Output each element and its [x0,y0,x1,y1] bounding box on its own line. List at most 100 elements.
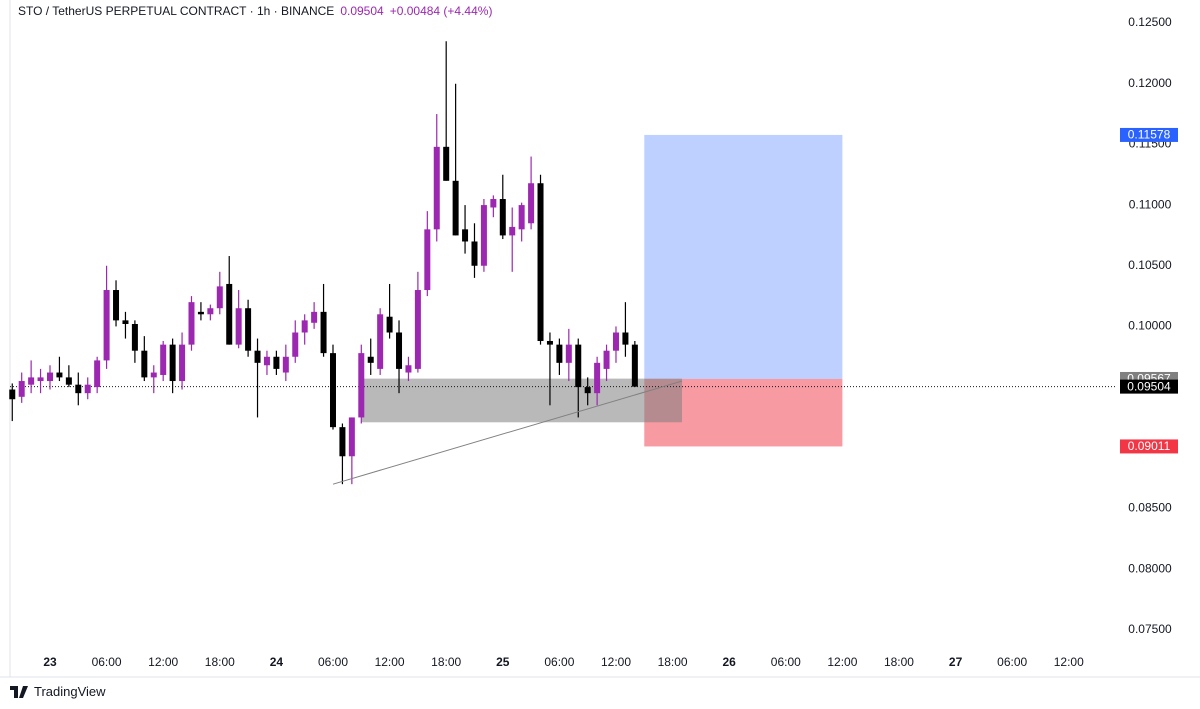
candle-body [594,362,601,394]
candle-body [424,229,431,291]
x-tick-label: 27 [949,655,963,669]
candle-body [103,290,110,361]
target-zone [644,134,843,379]
y-tick-label: 0.12500 [1128,15,1172,29]
brand-name: TradingView [34,684,106,699]
candle-body [254,350,261,363]
symbol-title: STO / TetherUS PERPETUAL CONTRACT · 1h ·… [18,4,335,18]
candle-body [18,381,25,397]
stop-price-label-bg [1120,439,1178,454]
candle-body [75,384,82,394]
candle-body [311,311,318,323]
candle-body [471,241,478,266]
candle-body [443,146,450,181]
candle-body [339,427,346,457]
x-tick-label: 06:00 [318,655,348,669]
y-tick-label: 0.12000 [1128,76,1172,90]
candle-body [462,229,469,242]
candle-body [622,332,629,345]
candle-body [433,146,440,230]
candle-body [358,353,365,418]
x-tick-label: 12:00 [148,655,178,669]
candle-body [292,332,299,357]
candle-body [84,384,91,394]
x-tick-label: 18:00 [431,655,461,669]
candle-body [499,199,506,236]
candle-body [216,286,223,309]
price-change: +0.00484 (+4.44%) [389,4,493,18]
candle-body [556,344,563,363]
y-tick-label: 0.10500 [1128,258,1172,272]
header: STO / TetherUS PERPETUAL CONTRACT · 1h ·… [18,4,492,18]
x-tick-label: 06:00 [92,655,122,669]
candle-body [301,320,308,333]
candle-body [386,316,393,333]
candle-body [367,356,374,363]
x-tick-label: 12:00 [1054,655,1084,669]
y-tick-label: 0.07500 [1128,622,1172,636]
candle-body [584,387,591,394]
x-tick-label: 06:00 [544,655,574,669]
candle-body [160,344,167,375]
candle-body [150,372,157,378]
candle-body [329,353,336,428]
candle-body [46,372,53,382]
candle-body [113,290,120,321]
candle-body [348,417,355,457]
y-tick-label: 0.11000 [1129,197,1172,211]
brand: TradingView [10,684,106,699]
candle-body [179,344,186,382]
x-tick-label: 06:00 [771,655,801,669]
candle-body [396,332,403,369]
x-tick-label: 06:00 [997,655,1027,669]
stop-price-label: 0.09011 [1128,439,1171,453]
candle-body [226,283,233,345]
candle-body [603,350,610,369]
trendline [332,380,683,485]
y-tick-label: 0.08000 [1128,561,1172,575]
x-tick-label: 12:00 [601,655,631,669]
x-tick-label: 18:00 [658,655,688,669]
target-price-label: 0.11578 [1128,128,1171,142]
candle-body [575,344,582,388]
candle-body [273,356,280,369]
candle-body [320,311,327,354]
candle-body [509,226,516,236]
candle-body [452,180,459,236]
x-tick-label: 26 [723,655,737,669]
candle-body [65,377,72,385]
x-tick-label: 12:00 [827,655,857,669]
candle-body [141,350,148,378]
candle-body [405,365,412,373]
candle-body [537,183,544,341]
x-tick-label: 25 [496,655,510,669]
candle-body [37,377,44,382]
candle-body [131,324,138,351]
candle-body [207,308,214,315]
candle-body [282,356,289,373]
candle-body [245,308,252,351]
last-price-label: 0.09504 [1127,379,1171,393]
candle-body [414,290,421,369]
y-tick-label: 0.10000 [1128,319,1172,333]
candle-body [9,389,16,400]
candle-body [122,320,129,324]
candle-body [480,205,487,266]
x-tick-label: 24 [270,655,284,669]
candle-body [188,302,195,345]
candle-body [169,344,176,382]
candle-body [197,311,204,315]
support-zone [361,378,683,423]
x-tick-label: 18:00 [884,655,914,669]
candle-body [631,344,638,387]
candle-body [490,199,497,208]
candle-body [56,372,63,378]
candle-body [94,360,101,388]
candle-body [377,314,384,369]
candle-body [235,308,242,345]
candle-body [263,356,270,366]
x-tick-label: 18:00 [205,655,235,669]
candle-body [565,344,572,363]
